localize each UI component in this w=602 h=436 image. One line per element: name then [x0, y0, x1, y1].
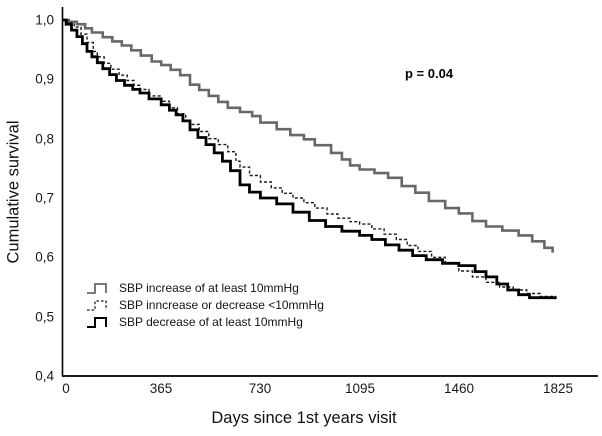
x-axis-title: Days since 1st years visit — [211, 409, 397, 427]
legend-sym-1 — [87, 299, 107, 311]
step-line-dashed-icon — [87, 299, 107, 311]
legend-item: SBP increase of at least 10mmHg — [86, 279, 324, 296]
step-line-icon — [87, 316, 107, 328]
legend-label: SBP decrease of at least 10mmHg — [119, 314, 303, 329]
y-tick-label: 0,6 — [35, 249, 54, 265]
y-tick-label: 0,7 — [35, 190, 54, 206]
legend-item: SBP decrease of at least 10mmHg — [86, 313, 324, 330]
x-tick-label: 1095 — [344, 381, 376, 396]
step-line-icon — [87, 282, 107, 294]
y-tick-label: 0,9 — [35, 71, 54, 87]
curve-sbp-stable — [62, 19, 556, 300]
legend-item: SBP inncrease or decrease <10mmHg — [86, 296, 324, 313]
y-tick-label: 0,5 — [35, 309, 54, 325]
p-value-annotation: p = 0.04 — [405, 66, 454, 81]
legend-sym-0 — [87, 282, 107, 294]
y-tick-label: 0,8 — [35, 131, 54, 147]
y-tick-label: 0,4 — [35, 368, 54, 384]
x-tick-label: 0 — [62, 381, 70, 396]
curve-sbp-increase — [62, 18, 554, 253]
x-tick-label: 1825 — [542, 381, 574, 396]
x-tick-label: 365 — [149, 381, 173, 396]
x-tick-label: 1460 — [443, 381, 475, 396]
legend-sym-2 — [87, 316, 107, 328]
y-tick-label: 1,0 — [35, 12, 54, 28]
legend-label: SBP inncrease or decrease <10mmHg — [119, 297, 324, 312]
legend: SBP increase of at least 10mmHg SBP innc… — [86, 279, 324, 330]
y-axis-title: Cumulative survival — [4, 120, 23, 264]
curve-sbp-decrease — [62, 18, 557, 300]
x-tick-label: 730 — [248, 381, 272, 396]
legend-label: SBP increase of at least 10mmHg — [119, 280, 299, 295]
